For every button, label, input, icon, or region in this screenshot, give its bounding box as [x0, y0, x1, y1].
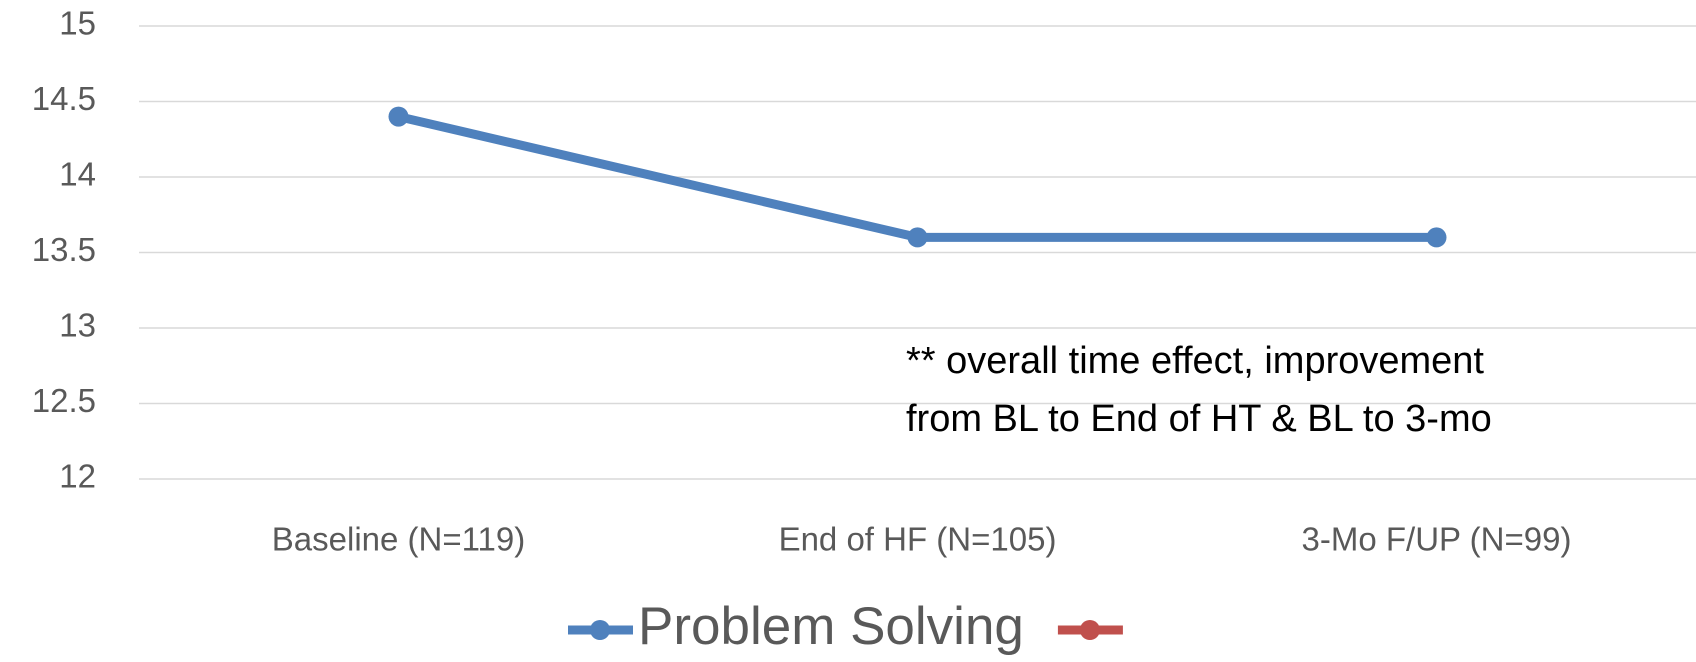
- legend-marker: [1079, 620, 1100, 640]
- x-tick-label: Baseline (N=119): [272, 521, 525, 558]
- annotation: ** overall time effect, improvement: [906, 340, 1484, 382]
- legend-marker: [590, 620, 610, 640]
- y-tick-label: 14: [59, 156, 96, 193]
- y-tick-label: 15: [59, 5, 96, 42]
- y-tick-label: 13: [59, 307, 96, 344]
- y-tick-label: 12: [59, 458, 96, 495]
- y-tick-label: 14.5: [32, 80, 96, 117]
- data-point: [907, 227, 928, 248]
- y-tick-label: 13.5: [32, 231, 96, 268]
- x-tick-label: 3-Mo F/UP (N=99): [1302, 521, 1572, 558]
- annotation: from BL to End of HT & BL to 3-mo: [906, 398, 1492, 440]
- x-tick-label: End of HF (N=105): [779, 521, 1057, 558]
- data-point: [1426, 227, 1447, 248]
- legend-label: Problem Solving: [638, 597, 1024, 656]
- data-point: [388, 106, 409, 127]
- y-tick-label: 12.5: [32, 382, 96, 419]
